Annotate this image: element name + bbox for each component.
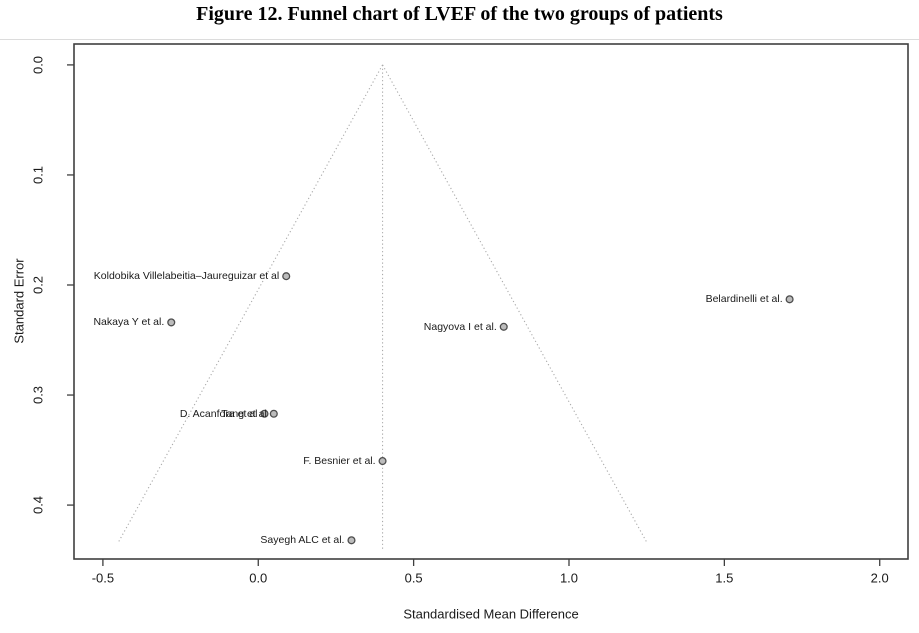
point-label: Belardinelli et al. [705, 293, 783, 306]
data-point [269, 409, 278, 418]
data-point [260, 409, 269, 418]
data-point [347, 536, 356, 545]
point-label: Koldobika Villelabeitia–Jaureguizar et a… [93, 269, 280, 282]
y-tick-label: 0.1 [30, 165, 46, 184]
point-label: Tang et al [221, 407, 267, 420]
title-separator-line [0, 39, 919, 40]
data-point [499, 322, 508, 331]
y-tick-label: 0.2 [30, 275, 46, 295]
point-label: Nakaya Y et al. [93, 316, 165, 329]
y-tick-label: 0.4 [30, 496, 46, 515]
point-label: Nagyova I et al. [423, 320, 497, 333]
x-tick-label: 0.5 [404, 570, 423, 586]
funnel-right-boundary-line [382, 64, 647, 542]
x-tick-label: 2.0 [870, 570, 889, 586]
data-point [378, 457, 387, 466]
point-label: F. Besnier et al. [303, 454, 376, 467]
x-tick-label: 0.0 [249, 570, 268, 586]
x-tick-label: 1.0 [559, 570, 579, 586]
x-axis-title: Standardised Mean Difference [403, 606, 579, 622]
funnel-left-boundary-line [118, 64, 384, 542]
plot-border [73, 43, 909, 560]
y-tick-label: 0.0 [30, 55, 46, 74]
y-tick-label: 0.3 [30, 385, 46, 405]
x-tick-label: 1.5 [715, 570, 734, 586]
x-tick-label: -0.5 [91, 570, 115, 586]
point-label: Sayegh ALC et al. [260, 534, 345, 547]
data-point [167, 318, 176, 327]
data-point [785, 295, 794, 304]
point-label: D. Acanfora et al [179, 407, 258, 420]
figure-title: Figure 12. Funnel chart of LVEF of the t… [196, 3, 723, 25]
data-point [282, 272, 291, 281]
y-axis-title: Standard Error [11, 258, 27, 344]
